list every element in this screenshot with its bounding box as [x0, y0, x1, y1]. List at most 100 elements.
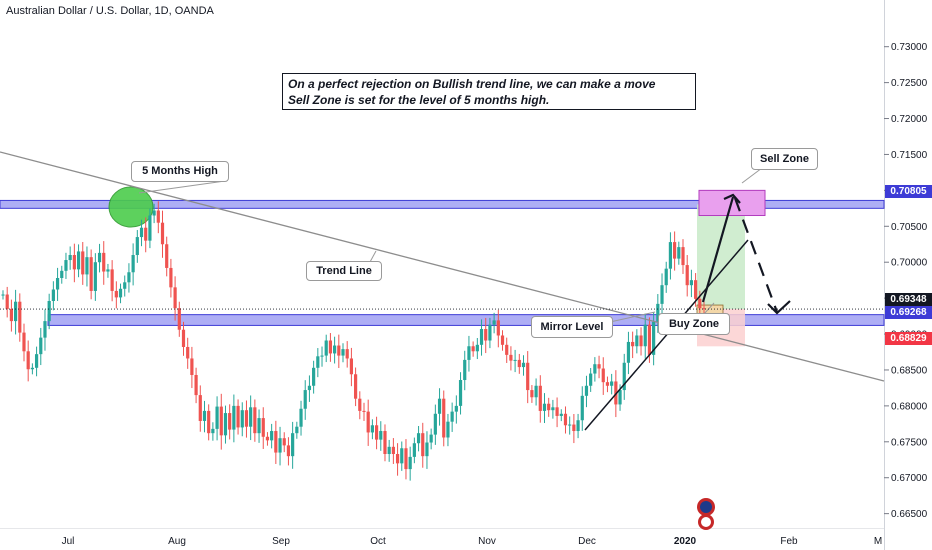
candle-body	[471, 346, 475, 352]
candle-body	[702, 308, 706, 310]
y-tick-label: 0.73000	[891, 42, 928, 53]
analysis-note[interactable]: On a perfect rejection on Bullish trend …	[282, 73, 696, 110]
candle-body	[442, 398, 446, 438]
candle-body	[114, 290, 118, 298]
candle-body	[677, 247, 681, 259]
candle-body	[433, 413, 437, 435]
candle-body	[160, 222, 165, 245]
candle-body	[421, 433, 425, 457]
candle-body	[353, 374, 358, 399]
candle-body	[673, 242, 677, 259]
candle-body	[55, 278, 60, 290]
mirror-level-pointer	[609, 311, 656, 323]
candle-body	[76, 251, 81, 270]
note-line-1: On a perfect rejection on Bullish trend …	[288, 77, 656, 91]
candle-body	[362, 410, 366, 412]
candle-body	[416, 433, 421, 444]
candle-body	[102, 252, 106, 272]
candle-body	[341, 349, 345, 356]
x-tick-label: 2020	[674, 536, 697, 547]
x-tick-label: Sep	[272, 536, 290, 547]
candle-body	[207, 410, 211, 434]
projection-up-arrow-line	[701, 196, 735, 303]
candle-body	[228, 413, 232, 430]
sell-zone-pointer	[741, 167, 763, 184]
y-tick-label: 0.66500	[891, 509, 928, 520]
mirror-level-label[interactable]: Mirror Level	[531, 316, 613, 338]
price-badge-last-price: 0.69348	[885, 293, 932, 306]
candle-body	[681, 247, 685, 266]
candle-body	[110, 269, 114, 291]
sell-zone-label[interactable]: Sell Zone	[751, 148, 818, 170]
candle-body	[89, 257, 93, 291]
candle-body	[165, 244, 169, 268]
resistance-zone	[0, 199, 885, 209]
candle-body	[257, 418, 261, 434]
candle-body	[622, 362, 626, 391]
candle-body	[517, 359, 521, 368]
candle-body	[13, 301, 18, 322]
candle-body	[144, 227, 148, 241]
candle-body	[198, 395, 202, 421]
candle-body	[639, 335, 643, 347]
candle-body	[576, 420, 580, 432]
candle-body	[333, 345, 337, 354]
candle-body	[488, 324, 492, 341]
candle-body	[589, 373, 593, 386]
candle-body	[232, 405, 236, 430]
candle-body	[479, 329, 484, 345]
candle-body	[475, 344, 479, 352]
candle-body	[34, 354, 39, 368]
trend-line-label[interactable]: Trend Line	[306, 261, 382, 281]
y-tick-label: 0.72500	[891, 78, 928, 89]
candle-body	[123, 282, 127, 289]
candle-body	[391, 446, 395, 455]
projection-profit-area	[697, 204, 745, 310]
five-months-high-label[interactable]: 5 Months High	[131, 161, 229, 182]
candle-body	[526, 362, 530, 391]
y-tick-label: 0.68500	[891, 365, 928, 376]
candle-body	[454, 405, 458, 412]
time-axis-ticks: Jul Aug Sep Oct Nov Dec 2020 Feb M	[62, 536, 883, 547]
candle-body	[194, 374, 198, 396]
x-tick-label: Jul	[62, 536, 75, 547]
candle-body	[668, 242, 673, 269]
candle-body	[647, 324, 652, 355]
candle-body	[618, 390, 622, 405]
y-tick-label: 0.68000	[891, 401, 928, 412]
candle-body	[631, 341, 635, 347]
candle-body	[249, 407, 253, 427]
projection-up-arrow-head	[723, 193, 741, 204]
y-tick-label: 0.67500	[891, 437, 928, 448]
candle-body	[303, 390, 307, 409]
candle-body	[698, 298, 702, 309]
candle-body	[320, 355, 324, 357]
price-badge-mirror-level: 0.69268	[885, 306, 932, 319]
candle-body	[181, 329, 186, 347]
note-line-2: Sell Zone is set for the level of 5 mont…	[288, 93, 550, 107]
candle-body	[240, 410, 244, 428]
y-tick-label: 0.71500	[891, 150, 928, 161]
candle-body	[643, 324, 647, 347]
buy-zone-pointer	[703, 302, 715, 315]
candle-body	[580, 395, 584, 421]
candle-body	[568, 424, 572, 426]
candle-body	[521, 362, 526, 368]
buy-zone-label[interactable]: Buy Zone	[658, 313, 730, 335]
candle-body	[316, 356, 320, 368]
candle-body	[337, 345, 341, 356]
candle-body	[349, 358, 354, 375]
x-tick-label: Feb	[780, 536, 798, 547]
candle-body	[64, 260, 68, 271]
candle-body	[307, 385, 312, 391]
author-logo-icon	[697, 498, 715, 530]
candle-body	[39, 337, 43, 355]
candle-body	[223, 413, 228, 436]
x-tick-label: Dec	[578, 536, 596, 547]
candle-body	[383, 431, 387, 455]
candle-body	[1, 294, 5, 296]
price-badge-sell-target: 0.70805	[885, 185, 932, 198]
candle-body	[689, 280, 694, 286]
candle-body	[572, 424, 576, 432]
